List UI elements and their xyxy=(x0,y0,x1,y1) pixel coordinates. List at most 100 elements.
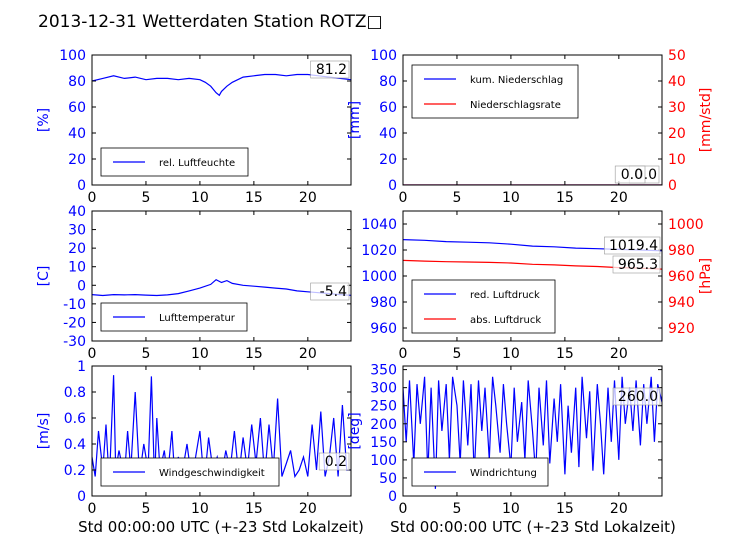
wind-direction-y-tick-label: 150 xyxy=(370,435,397,451)
precipitation-axes-frame xyxy=(402,54,663,186)
pressure-y-tick-label-right: 1000 xyxy=(668,217,704,233)
temperature-y-axis-label: [C] xyxy=(36,266,52,287)
humidity-y-tick-label: 80 xyxy=(68,74,86,90)
humidity-x-tick-label: 0 xyxy=(88,190,97,206)
pressure-y-tick-label-right: 920 xyxy=(668,321,695,337)
pressure-y-axis-label-right: [hPa] xyxy=(698,258,714,294)
precipitation-y-tick-label: 20 xyxy=(379,152,397,168)
figure-title: 2013-12-31 Wetterdaten Station ROTZ□ xyxy=(38,12,383,32)
wind-direction-y-tick-label: 100 xyxy=(370,453,397,469)
wind-direction-x-tick-label: 15 xyxy=(556,501,574,517)
wind-speed-x-tick-label: 5 xyxy=(141,501,150,517)
precipitation-x-tick-label: 20 xyxy=(610,190,628,206)
humidity-y-tick-label: 20 xyxy=(68,152,86,168)
temperature-x-tick-label: 10 xyxy=(191,346,209,362)
wind-speed-x-tick-label: 10 xyxy=(191,501,209,517)
humidity-y-tick-label: 40 xyxy=(68,126,86,142)
humidity-panel: 0 5 10 15 20 0 20 40 60 80 100 [%] rel. Luftfeuchte 8… xyxy=(36,48,352,206)
wind-speed-y-tick-label: 1 xyxy=(77,359,86,375)
wind-direction-x-tick-label: 20 xyxy=(610,501,628,517)
pressure-legend xyxy=(411,279,556,334)
precipitation-y-tick-label: 100 xyxy=(370,48,397,64)
wind-speed-last-value-label: 0.2 xyxy=(325,454,347,470)
pressure-y-tick-label-right: 980 xyxy=(668,243,695,259)
precipitation-y-tick-label: 0 xyxy=(388,178,397,194)
humidity-legend-entry: rel. Luftfeuchte xyxy=(159,158,235,169)
wind-speed-panel: 0 5 10 15 20 0 0.2 0.4 0.6 0.8 1 [m/s] Windgeschwind… xyxy=(36,359,352,517)
precipitation-y-tick-label-right: 20 xyxy=(668,126,686,142)
temperature-x-tick-label: 20 xyxy=(299,346,317,362)
precipitation-y-tick-label-right: 0 xyxy=(668,178,677,194)
precipitation-legend-entry: kum. Niederschlag xyxy=(470,75,563,86)
humidity-x-tick-label: 10 xyxy=(191,190,209,206)
precipitation-x-tick-label: 0 xyxy=(399,190,408,206)
wind-direction-y-tick-label: 200 xyxy=(370,417,397,433)
precipitation-y-tick-label-right: 30 xyxy=(668,100,686,116)
humidity-series-line-0 xyxy=(92,73,351,97)
wind-speed-x-tick-label: 15 xyxy=(245,501,263,517)
precipitation-y-tick-label: 80 xyxy=(379,74,397,90)
pressure-legend-entry: abs. Luftdruck xyxy=(470,315,541,326)
precipitation-y-axis-label: [mm] xyxy=(347,101,363,139)
pressure-y-tick-label-right: 940 xyxy=(668,295,695,311)
temperature-y-tick-label: -20 xyxy=(63,315,86,331)
pressure-panel: 0 5 10 15 20 960 980 1000 1020 1040 920 940 960 980 10… xyxy=(361,210,714,362)
wind-speed-y-tick-label: 0.8 xyxy=(64,385,86,401)
pressure-last-value-label: 1019.4 xyxy=(609,238,658,254)
humidity-x-tick-label: 20 xyxy=(299,190,317,206)
temperature-y-tick-label: 30 xyxy=(68,223,86,239)
precipitation-y-tick-label-right: 50 xyxy=(668,48,686,64)
humidity-axes-frame xyxy=(91,54,352,186)
wind-direction-y-tick-label: 250 xyxy=(370,399,397,415)
temperature-y-tick-label: -30 xyxy=(63,334,86,350)
pressure-x-tick-label: 5 xyxy=(452,346,461,362)
temperature-y-tick-label: -10 xyxy=(63,297,86,313)
temperature-y-tick-label: 0 xyxy=(77,278,86,294)
precipitation-y-axis-label-right: [mm/std] xyxy=(698,88,714,153)
pressure-last-value-label-right-box xyxy=(612,255,661,274)
temperature-y-tick-label: 10 xyxy=(68,260,86,276)
temperature-x-tick-label: 5 xyxy=(141,346,150,362)
pressure-y-tick-label: 960 xyxy=(370,321,397,337)
wind-speed-y-axis-label: [m/s] xyxy=(36,413,52,450)
wind-speed-axes-frame xyxy=(91,365,352,497)
pressure-y-tick-label: 1040 xyxy=(361,217,397,233)
temperature-x-tick-label: 15 xyxy=(245,346,263,362)
wind-speed-y-tick-label: 0.2 xyxy=(64,463,86,479)
wind-direction-panel: 0 5 10 15 20050100150200250300350[deg]Windri… xyxy=(347,363,663,517)
temperature-last-value-label-box xyxy=(310,282,350,301)
pressure-y-tick-label: 1020 xyxy=(361,243,397,259)
humidity-y-tick-label: 100 xyxy=(59,48,86,64)
humidity-last-value-label-box xyxy=(310,60,350,79)
humidity-y-tick-label: 0 xyxy=(77,178,86,194)
precipitation-legend-entry: Niederschlagsrate xyxy=(470,100,561,111)
temperature-legend-entry: Lufttemperatur xyxy=(159,313,236,324)
pressure-x-tick-label: 10 xyxy=(502,346,520,362)
precipitation-y-tick-label-right: 10 xyxy=(668,152,686,168)
precipitation-x-tick-label: 15 xyxy=(556,190,574,206)
humidity-y-axis-label: [%] xyxy=(36,108,52,132)
precipitation-legend xyxy=(411,64,579,119)
precipitation-y-tick-label: 40 xyxy=(379,126,397,142)
x-axis-label-left: Std 00:00:00 UTC (+-23 Std Lokalzeit) xyxy=(78,518,364,536)
wind-speed-y-tick-label: 0.4 xyxy=(64,437,86,453)
pressure-y-tick-label: 1000 xyxy=(361,269,397,285)
wind-speed-y-tick-label: 0 xyxy=(77,489,86,505)
wind-direction-x-tick-label: 5 xyxy=(452,501,461,517)
wind-direction-y-tick-label: 300 xyxy=(370,381,397,397)
precipitation-panel: 0 5 10 15 20 0 20 40 60 80 100 0 10 20 30 40 50 [mm] [mm/s… xyxy=(347,48,714,206)
wind-speed-x-tick-label: 20 xyxy=(299,501,317,517)
wind-direction-last-value-label-box xyxy=(612,387,661,406)
precipitation-y-tick-label-right: 40 xyxy=(668,74,686,90)
precipitation-x-tick-label: 10 xyxy=(502,190,520,206)
wind-speed-y-tick-label: 0.6 xyxy=(64,411,86,427)
pressure-x-tick-label: 20 xyxy=(610,346,628,362)
wind-direction-x-tick-label: 10 xyxy=(502,501,520,517)
wind-direction-y-axis-label: [deg] xyxy=(347,412,363,449)
temperature-y-tick-label: 20 xyxy=(68,241,86,257)
humidity-x-tick-label: 15 xyxy=(245,190,263,206)
wind-direction-y-tick-label: 350 xyxy=(370,363,397,379)
precipitation-last-value-label-right-box xyxy=(614,165,646,184)
